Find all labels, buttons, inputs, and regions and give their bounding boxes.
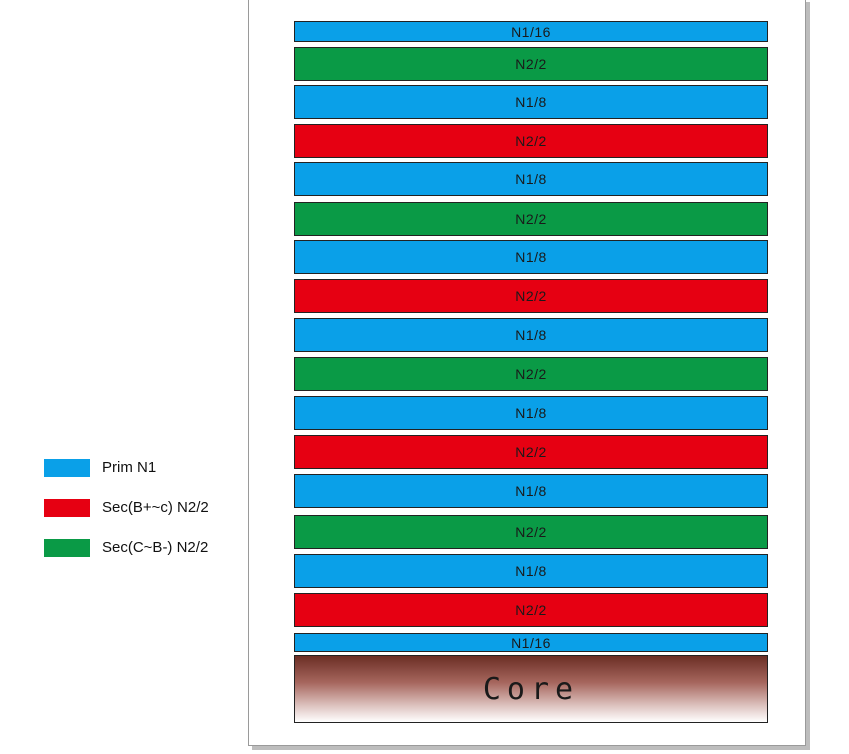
layer-15: N1/8 <box>294 554 768 588</box>
layer-8: N2/2 <box>294 279 768 313</box>
drawing-sheet: N1/16 N2/2 N1/8 N2/2 N1/8 N2/2 N1/8 N2/2… <box>248 0 806 746</box>
layer-2: N2/2 <box>294 47 768 81</box>
legend-swatch-primary <box>44 459 90 477</box>
layer-14: N2/2 <box>294 515 768 549</box>
legend-item-secondary-bc: Sec(B+~c) N2/2 <box>44 497 244 517</box>
legend-swatch-secondary-cb <box>44 539 90 557</box>
core-block: Core <box>294 655 768 723</box>
legend-label-secondary-bc: Sec(B+~c) N2/2 <box>102 499 209 516</box>
layer-7: N1/8 <box>294 240 768 274</box>
legend-swatch-secondary-bc <box>44 499 90 517</box>
layer-11: N1/8 <box>294 396 768 430</box>
winding-legend: Prim N1 Sec(B+~c) N2/2 Sec(C~B-) N2/2 <box>44 457 244 577</box>
layer-12: N2/2 <box>294 435 768 469</box>
layer-5: N1/8 <box>294 162 768 196</box>
legend-item-secondary-cb: Sec(C~B-) N2/2 <box>44 537 244 557</box>
legend-item-primary: Prim N1 <box>44 457 244 477</box>
layer-10: N2/2 <box>294 357 768 391</box>
layer-16: N2/2 <box>294 593 768 627</box>
layer-6: N2/2 <box>294 202 768 236</box>
layer-3: N1/8 <box>294 85 768 119</box>
legend-label-secondary-cb: Sec(C~B-) N2/2 <box>102 539 209 556</box>
legend-label-primary: Prim N1 <box>102 459 157 476</box>
layer-17: N1/16 <box>294 633 768 652</box>
layer-4: N2/2 <box>294 124 768 158</box>
layer-1: N1/16 <box>294 21 768 42</box>
layer-13: N1/8 <box>294 474 768 508</box>
layer-9: N1/8 <box>294 318 768 352</box>
